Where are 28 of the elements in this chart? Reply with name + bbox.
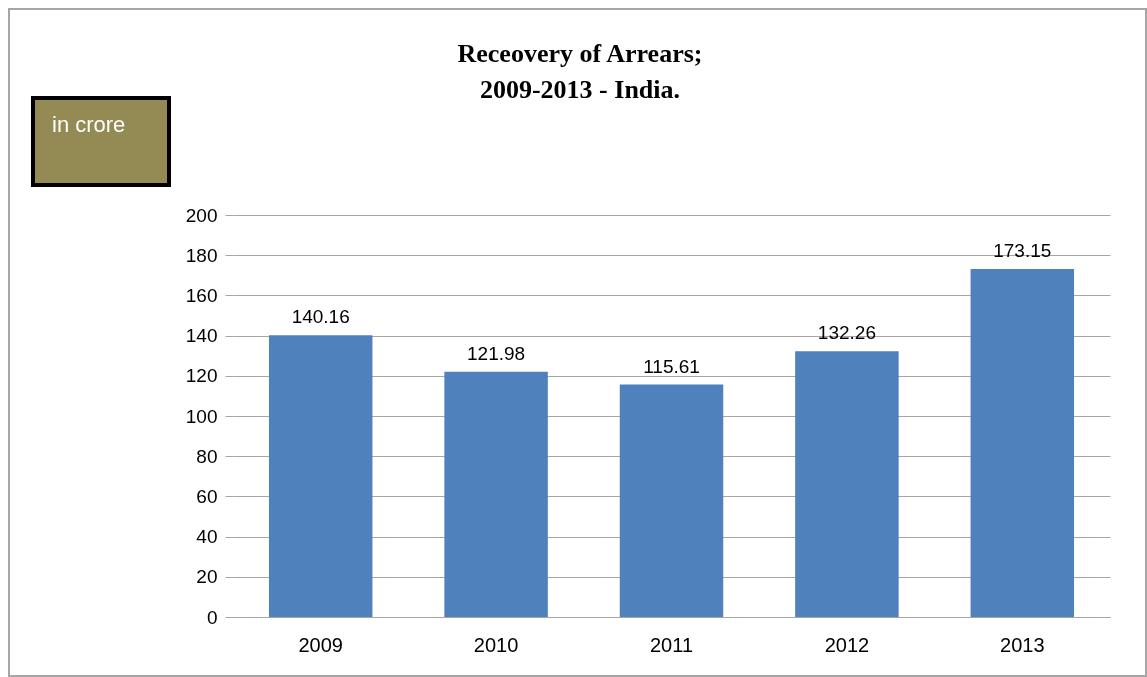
data-label: 115.61 <box>643 355 700 377</box>
data-label: 121.98 <box>467 342 526 364</box>
y-tick-label: 200 <box>185 204 218 226</box>
bar <box>619 384 724 617</box>
y-tick-label: 40 <box>196 526 218 548</box>
y-tick-label: 100 <box>185 405 218 427</box>
y-tick-label: 60 <box>196 485 218 507</box>
data-label: 140.16 <box>291 306 350 328</box>
x-tick-label: 2011 <box>649 633 694 656</box>
y-tick-label: 20 <box>196 566 218 588</box>
chart-title: Receovery of Arrears; 2009-2013 - India. <box>456 38 704 106</box>
bar <box>444 371 548 617</box>
bar <box>970 268 1075 617</box>
data-label: 132.26 <box>817 322 876 344</box>
y-tick-label: 160 <box>185 284 218 306</box>
x-tick-label: 2009 <box>298 633 343 656</box>
x-tick-label: 2012 <box>824 633 870 656</box>
y-tick-label: 140 <box>185 325 218 347</box>
x-tick-label: 2013 <box>1000 633 1045 656</box>
bar <box>795 351 899 617</box>
y-tick-label: 80 <box>196 445 218 467</box>
y-tick-label: 180 <box>185 244 218 266</box>
y-tick-label: 120 <box>185 365 218 387</box>
bar <box>268 335 373 617</box>
x-tick-label: 2010 <box>473 633 519 656</box>
y-axis-title: in crore <box>52 112 126 138</box>
y-tick-label: 0 <box>206 606 218 628</box>
data-label: 173.15 <box>993 239 1052 261</box>
